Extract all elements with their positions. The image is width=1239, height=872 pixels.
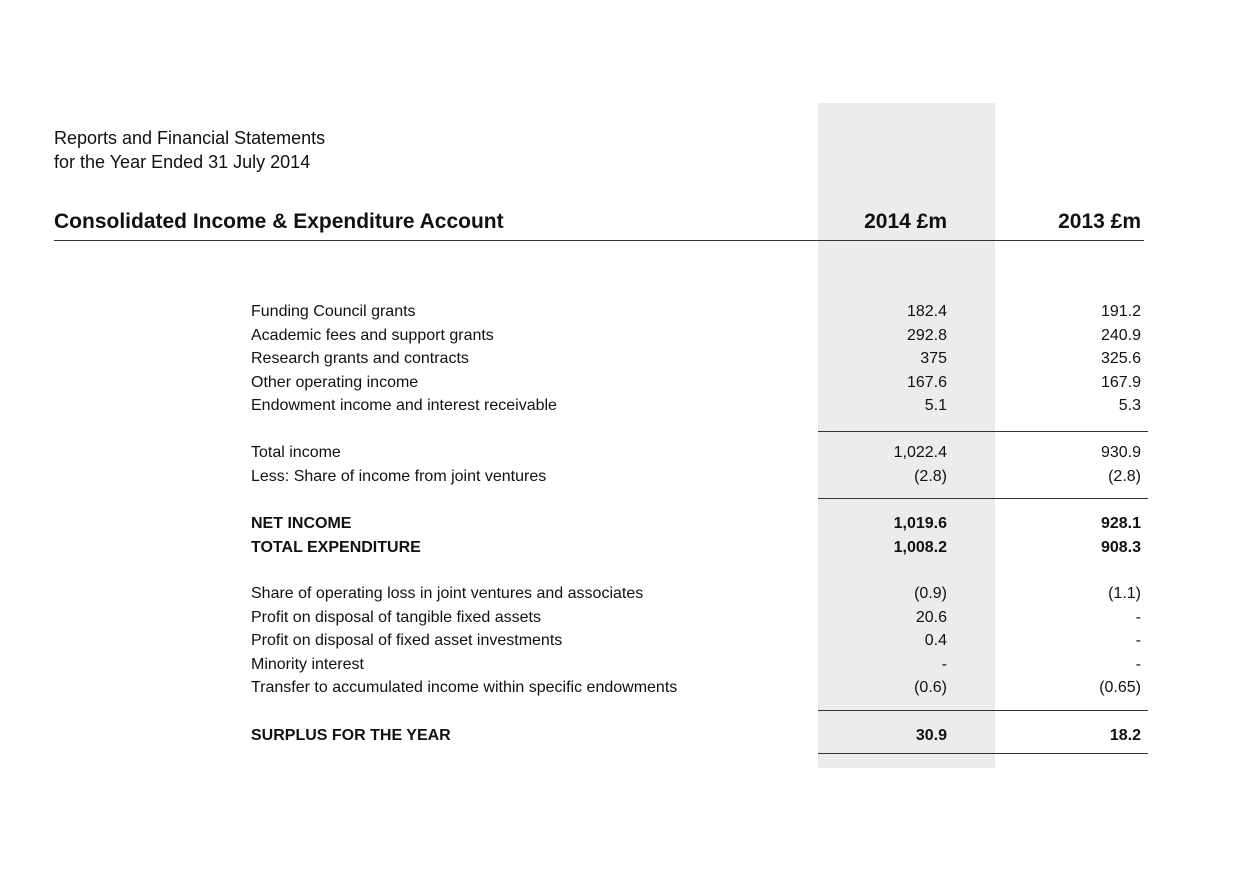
- table-row: Less: Share of income from joint venture…: [0, 465, 1239, 489]
- report-title: Reports and Financial Statements for the…: [54, 126, 325, 174]
- row-label: TOTAL EXPENDITURE: [251, 538, 421, 556]
- value-2013: 325.6: [1100, 350, 1141, 367]
- row-label: Total income: [251, 444, 341, 461]
- value-2013: -: [1135, 655, 1141, 673]
- value-2013: 191.2: [1100, 303, 1141, 320]
- total-income-group: Total income 1,022.4 930.9 Less: Share o…: [0, 441, 1239, 488]
- row-label: SURPLUS FOR THE YEAR: [251, 727, 451, 744]
- value-2013: 18.2: [1109, 727, 1141, 744]
- column-header-2013: 2013 £m: [1058, 210, 1141, 233]
- report-title-line1: Reports and Financial Statements: [54, 128, 326, 148]
- value-2013: -: [1135, 608, 1141, 626]
- table-row: Transfer to accumulated income within sp…: [0, 676, 1239, 700]
- surplus-group: SURPLUS FOR THE YEAR 30.9 18.2: [0, 724, 1239, 748]
- value-2013: 240.9: [1100, 326, 1141, 344]
- table-row: Research grants and contracts 375 325.6: [0, 347, 1239, 371]
- value-2014: 292.8: [906, 326, 947, 344]
- other-items-group: Share of operating loss in joint venture…: [0, 582, 1239, 700]
- row-label: Research grants and contracts: [251, 350, 469, 367]
- value-2013: 930.9: [1100, 444, 1141, 461]
- value-2014: 0.4: [924, 632, 947, 649]
- value-2013: 167.9: [1100, 373, 1141, 391]
- report-title-line2: for the Year Ended 31 July 2014: [54, 152, 311, 172]
- row-label: Academic fees and support grants: [251, 326, 494, 344]
- table-row: Funding Council grants 182.4 191.2: [0, 300, 1239, 324]
- table-row: Profit on disposal of fixed asset invest…: [0, 629, 1239, 653]
- row-label: Less: Share of income from joint venture…: [251, 467, 547, 485]
- value-2013: 928.1: [1100, 515, 1141, 532]
- table-row: Academic fees and support grants 292.8 2…: [0, 324, 1239, 348]
- table-row: Other operating income 167.6 167.9: [0, 371, 1239, 395]
- row-label: Funding Council grants: [251, 303, 416, 320]
- row-label: NET INCOME: [251, 515, 352, 532]
- value-2013: (2.8): [1108, 467, 1141, 485]
- column-header-2014: 2014 £m: [864, 210, 947, 233]
- value-2014: (0.6): [914, 679, 947, 696]
- value-2014: 375: [920, 350, 947, 367]
- value-2014: 20.6: [915, 608, 947, 626]
- row-label: Share of operating loss in joint venture…: [251, 585, 644, 602]
- row-label: Endowment income and interest receivable: [251, 397, 557, 414]
- table-row: Minority interest - -: [0, 653, 1239, 677]
- value-2013: 908.3: [1100, 538, 1141, 556]
- value-2014: (2.8): [914, 467, 947, 485]
- table-row: Endowment income and interest receivable…: [0, 394, 1239, 418]
- table-row: TOTAL EXPENDITURE 1,008.2 908.3: [0, 536, 1239, 560]
- value-2014: 1,022.4: [893, 444, 947, 461]
- row-label: Profit on disposal of fixed asset invest…: [251, 632, 563, 649]
- value-2014: 1,008.2: [893, 538, 947, 556]
- row-label: Minority interest: [251, 655, 364, 673]
- value-2014: -: [941, 655, 947, 673]
- row-label: Other operating income: [251, 373, 419, 391]
- table-row: SURPLUS FOR THE YEAR 30.9 18.2: [0, 724, 1239, 748]
- table-row: NET INCOME 1,019.6 928.1: [0, 512, 1239, 536]
- row-label: Transfer to accumulated income within sp…: [251, 679, 678, 696]
- current-year-column-shading: [818, 103, 995, 768]
- value-2014: 30.9: [915, 727, 947, 744]
- value-2013: (0.65): [1099, 679, 1141, 696]
- section-rule: [818, 498, 1148, 499]
- value-2014: 5.1: [924, 397, 947, 414]
- statement-heading: Consolidated Income & Expenditure Accoun…: [54, 210, 504, 233]
- value-2014: 182.4: [906, 303, 947, 320]
- table-row: Share of operating loss in joint venture…: [0, 582, 1239, 606]
- value-2013: -: [1135, 632, 1141, 649]
- value-2013: 5.3: [1118, 397, 1141, 414]
- table-row: Total income 1,022.4 930.9: [0, 441, 1239, 465]
- closing-rule: [818, 753, 1148, 754]
- value-2013: (1.1): [1108, 585, 1141, 602]
- net-income-group: NET INCOME 1,019.6 928.1 TOTAL EXPENDITU…: [0, 512, 1239, 559]
- value-2014: 167.6: [906, 373, 947, 391]
- row-label: Profit on disposal of tangible fixed ass…: [251, 608, 541, 626]
- table-row: Profit on disposal of tangible fixed ass…: [0, 606, 1239, 630]
- section-rule: [818, 710, 1148, 711]
- value-2014: 1,019.6: [893, 515, 947, 532]
- section-rule: [818, 431, 1148, 432]
- heading-rule: [54, 240, 1144, 241]
- value-2014: (0.9): [914, 585, 947, 602]
- income-lines-group: Funding Council grants 182.4 191.2 Acade…: [0, 300, 1239, 418]
